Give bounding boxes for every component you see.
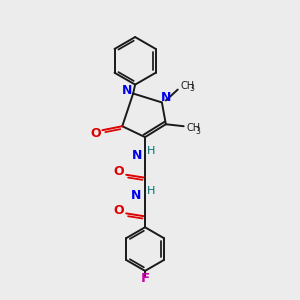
Text: O: O (90, 127, 101, 140)
Text: N: N (131, 189, 141, 202)
Text: O: O (113, 204, 124, 217)
Text: N: N (161, 91, 171, 104)
Text: H: H (147, 186, 155, 196)
Text: CH: CH (187, 123, 201, 133)
Text: F: F (140, 272, 150, 285)
Text: H: H (147, 146, 155, 156)
Text: CH: CH (181, 81, 195, 91)
Text: O: O (113, 165, 124, 178)
Text: 3: 3 (195, 127, 200, 136)
Text: 3: 3 (189, 84, 194, 93)
Text: N: N (132, 149, 142, 162)
Text: N: N (122, 84, 132, 97)
